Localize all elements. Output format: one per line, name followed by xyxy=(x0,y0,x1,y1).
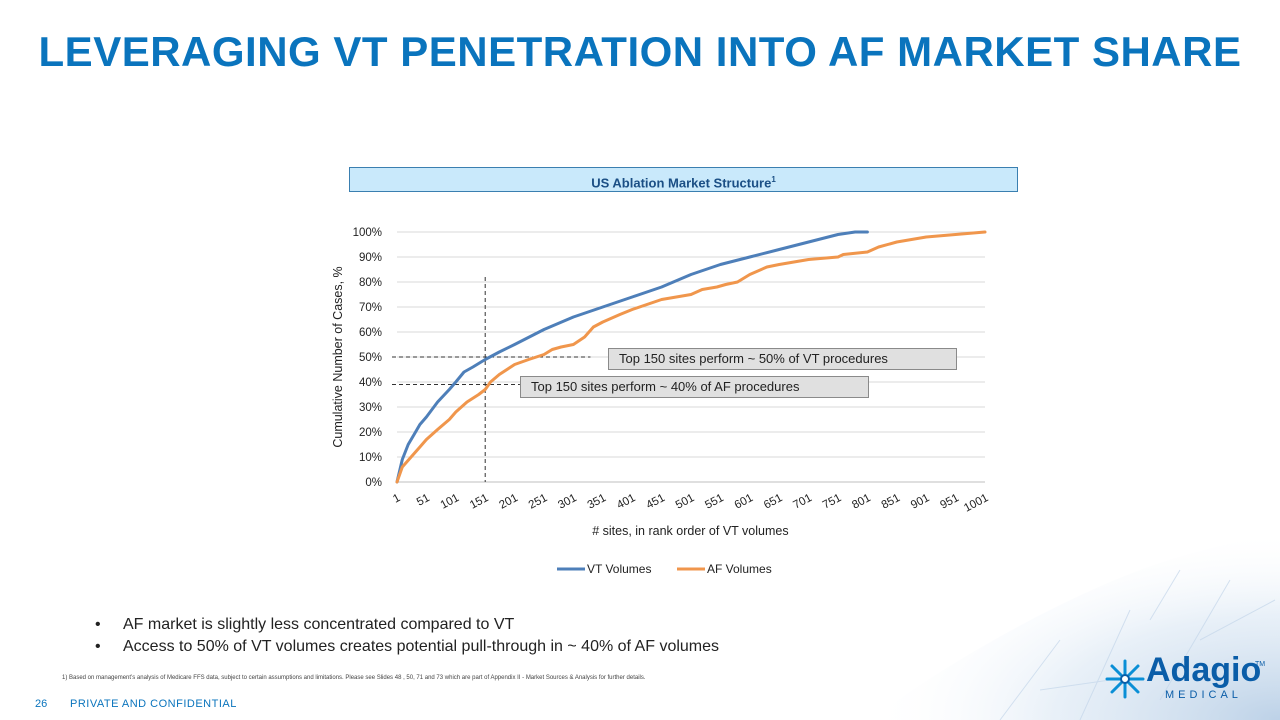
x-tick-label: 101 xyxy=(439,492,462,512)
bullet-item: Access to 50% of VT volumes creates pote… xyxy=(95,636,719,658)
cumulative-cases-chart: 0%10%20%30%40%50%60%70%80%90%100%1 51 101 1… xyxy=(331,227,990,576)
y-tick-label: 50% xyxy=(359,352,382,364)
slide-title: LEVERAGING VT PENETRATION INTO AF MARKET… xyxy=(38,28,1242,75)
x-tick-label: 401 xyxy=(615,492,638,512)
logo-trademark: TM xyxy=(1255,661,1266,668)
company-logo: Adagio TM MEDICAL xyxy=(1103,651,1273,705)
x-tick-label: 601 xyxy=(733,492,756,512)
x-tick-label: 151 xyxy=(468,492,491,512)
chart-header-label: US Ablation Market Structure xyxy=(591,175,772,191)
vt-volumes-line xyxy=(395,230,869,484)
key-takeaways: AF market is slightly less concentrated … xyxy=(95,614,719,658)
x-tick-label: 301 xyxy=(556,492,579,512)
y-tick-label: 90% xyxy=(359,252,382,264)
x-tick-label: 501 xyxy=(674,492,697,512)
y-tick-label: 60% xyxy=(359,327,382,339)
y-tick-label: 10% xyxy=(359,452,382,464)
chart-header-footnote-ref: 1 xyxy=(771,175,776,184)
legend-label: VT Volumes xyxy=(587,562,651,576)
af-volumes-line xyxy=(395,230,987,484)
legend-label: AF Volumes xyxy=(707,562,772,576)
x-tick-label: 901 xyxy=(909,492,932,512)
logo-wordmark: Adagio xyxy=(1146,651,1262,689)
confidentiality-label: PRIVATE AND CONFIDENTIAL xyxy=(70,698,237,710)
y-tick-label: 0% xyxy=(365,477,382,489)
starburst-icon xyxy=(1105,659,1145,699)
x-axis-title: # sites, in rank order of VT volumes xyxy=(592,524,788,538)
y-tick-label: 70% xyxy=(359,302,382,314)
footnote: 1) Based on management’s analysis of Med… xyxy=(62,675,646,681)
page-number: 26 xyxy=(35,698,48,710)
x-tick-label: 351 xyxy=(586,492,609,512)
x-tick-label: 801 xyxy=(850,492,873,512)
x-tick-label: 251 xyxy=(527,492,550,512)
y-tick-label: 30% xyxy=(359,402,382,414)
vt-callout: Top 150 sites perform ~ 50% of VT proced… xyxy=(608,348,957,370)
y-tick-label: 20% xyxy=(359,427,382,439)
x-tick-label: 551 xyxy=(703,492,726,512)
x-tick-label: 651 xyxy=(762,492,785,512)
x-tick-label: 1001 xyxy=(962,492,990,515)
x-tick-label: 851 xyxy=(880,492,903,512)
x-tick-label: 1 xyxy=(391,492,402,506)
x-tick-label: 751 xyxy=(821,492,844,512)
y-tick-label: 80% xyxy=(359,277,382,289)
y-tick-label: 100% xyxy=(353,227,382,239)
af-callout: Top 150 sites perform ~ 40% of AF proced… xyxy=(520,376,869,398)
x-tick-label: 201 xyxy=(497,492,520,512)
x-tick-label: 51 xyxy=(415,492,432,509)
bullet-item: AF market is slightly less concentrated … xyxy=(95,614,719,636)
chart-header: US Ablation Market Structure1 xyxy=(349,167,1018,192)
x-tick-label: 451 xyxy=(644,492,667,512)
logo-subtitle: MEDICAL xyxy=(1165,689,1242,701)
y-axis-title: Cumulative Number of Cases, % xyxy=(331,266,345,447)
y-tick-label: 40% xyxy=(359,377,382,389)
x-tick-label: 951 xyxy=(938,492,961,512)
x-tick-label: 701 xyxy=(791,492,814,512)
